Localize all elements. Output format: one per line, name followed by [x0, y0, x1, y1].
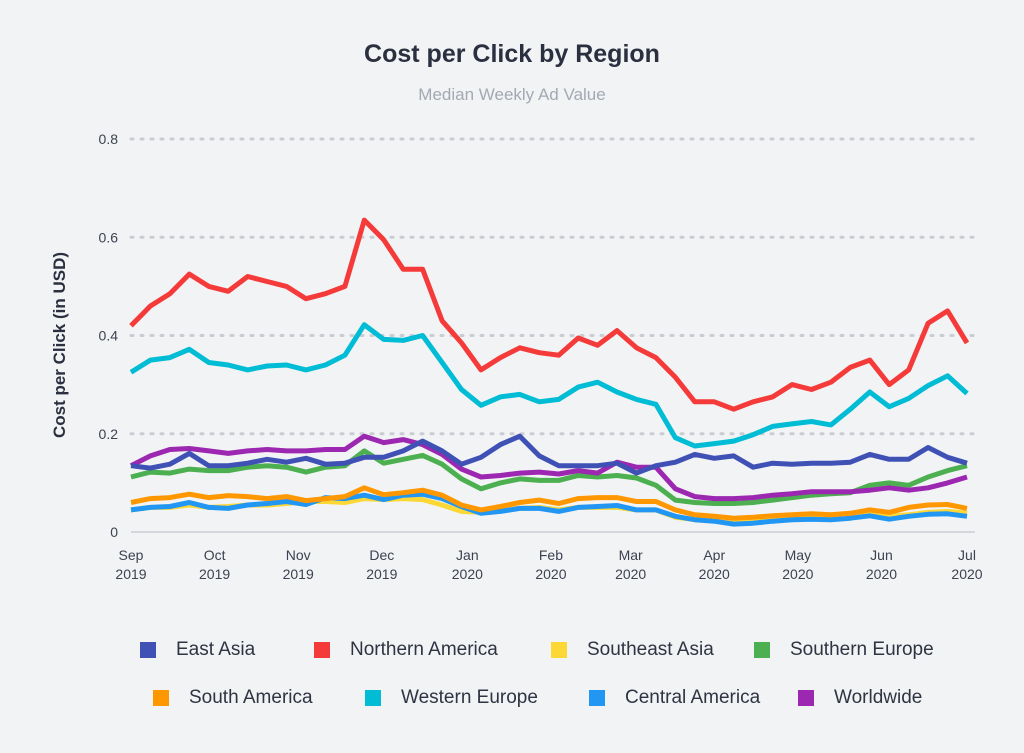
grid — [129, 137, 977, 533]
series-line-worldwide — [129, 433, 968, 502]
series-lines — [129, 217, 970, 527]
x-tick-label-year: 2020 — [951, 566, 982, 582]
legend-item-south-america[interactable]: South America — [153, 680, 313, 716]
legend-item-southeast-asia[interactable]: Southeast Asia — [551, 632, 714, 668]
legend-item-central-america[interactable]: Central America — [589, 680, 760, 716]
x-tick-label-year: 2020 — [452, 566, 483, 582]
x-tick-label-month: Oct — [204, 547, 226, 563]
x-tick-label-year: 2020 — [615, 566, 646, 582]
x-tick-label-month: Nov — [286, 547, 311, 563]
legend-label: Northern America — [350, 639, 498, 660]
legend-label: Worldwide — [834, 687, 923, 708]
x-tick-label-month: Jun — [870, 547, 893, 563]
x-tick-label-month: Apr — [703, 547, 725, 563]
x-axis-ticks: Sep 2019 Oct 2019 Nov 2019 Dec 2019 Jan 2020 Feb 20… — [115, 547, 982, 582]
x-tick-label-year: 2019 — [283, 566, 314, 582]
y-tick-label: 0.2 — [99, 426, 119, 442]
legend-row: South America Western Europe Central Ameri… — [0, 680, 1024, 716]
chart-plot: 0 0.2 0.4 0.6 0.8 Sep 2019 Oct 2019 Nov 2019 Dec 20… — [50, 131, 983, 582]
chart-title: Cost per Click by Region — [364, 40, 660, 68]
x-tick-label-year: 2020 — [782, 566, 813, 582]
x-tick-label-year: 2020 — [866, 566, 897, 582]
legend-swatch-icon — [140, 642, 156, 658]
y-tick-label: 0.6 — [99, 229, 119, 245]
legend-label: South America — [189, 687, 313, 708]
x-tick-label-month: Dec — [369, 547, 394, 563]
x-tick-label-month: Sep — [119, 547, 144, 563]
x-tick-label-year: 2019 — [366, 566, 397, 582]
x-tick-label-month: Feb — [539, 547, 563, 563]
y-tick-label: 0.8 — [99, 131, 119, 147]
legend-row: East Asia Northern America Southeast Asia S… — [0, 632, 1024, 668]
series-line-east-asia — [130, 433, 968, 476]
legend-swatch-icon — [365, 690, 381, 706]
series-line-south-america — [130, 485, 968, 521]
legend-item-western-europe[interactable]: Western Europe — [365, 680, 538, 716]
legend-item-southern-europe[interactable]: Southern Europe — [754, 632, 934, 668]
legend-label: Central America — [625, 687, 761, 708]
y-tick-label: 0.4 — [99, 328, 119, 344]
x-tick-label-month: Jul — [958, 547, 976, 563]
legend-item-worldwide[interactable]: Worldwide — [798, 680, 922, 716]
legend-swatch-icon — [153, 690, 169, 706]
x-tick-label-month: Mar — [619, 547, 643, 563]
x-tick-label-month: May — [785, 547, 811, 563]
chart-subtitle: Median Weekly Ad Value — [418, 85, 606, 104]
x-tick-label-year: 2019 — [199, 566, 230, 582]
y-tick-label: 0 — [110, 524, 118, 540]
x-tick-label-year: 2019 — [115, 566, 146, 582]
legend-label: Western Europe — [401, 687, 538, 708]
legend-swatch-icon — [798, 690, 814, 706]
legend-item-northern-america[interactable]: Northern America — [314, 632, 498, 668]
x-tick-label-year: 2020 — [699, 566, 730, 582]
y-axis-ticks: 0 0.2 0.4 0.6 0.8 — [99, 131, 119, 540]
x-tick-label-year: 2020 — [535, 566, 566, 582]
series-line-central-america — [130, 491, 968, 527]
legend-swatch-icon — [314, 642, 330, 658]
legend-item-east-asia[interactable]: East Asia — [140, 632, 255, 668]
legend-label: East Asia — [176, 639, 256, 660]
x-tick-label-month: Jan — [456, 547, 479, 563]
legend-swatch-icon — [754, 642, 770, 658]
legend-label: Southeast Asia — [587, 639, 714, 660]
series-line-western-europe — [129, 322, 969, 449]
series-line-northern-america — [129, 217, 970, 412]
legend-label: Southern Europe — [790, 639, 934, 660]
legend-swatch-icon — [551, 642, 567, 658]
y-axis-title: Cost per Click (in USD) — [50, 252, 69, 438]
legend-swatch-icon — [589, 690, 605, 706]
